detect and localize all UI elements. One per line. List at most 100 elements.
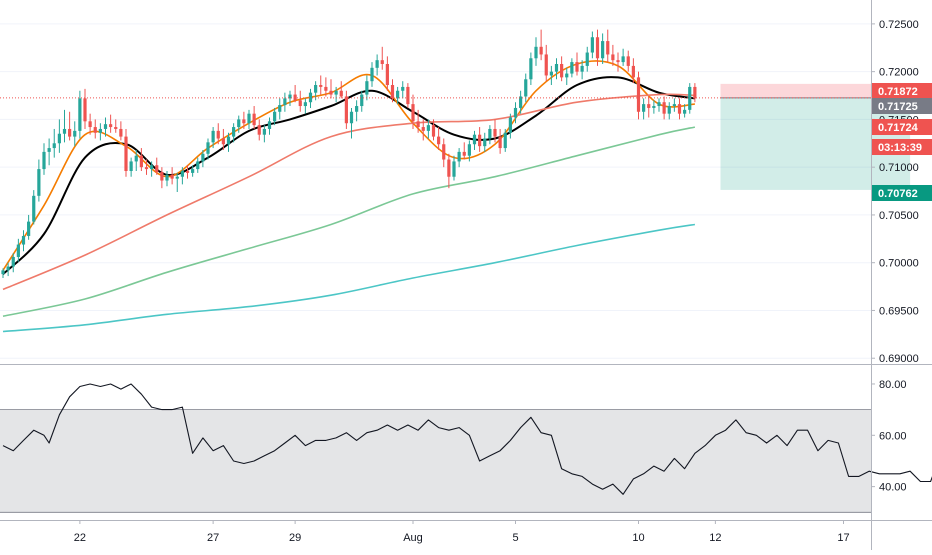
candle[interactable] — [688, 83, 692, 114]
candle[interactable] — [201, 149, 205, 168]
candle[interactable] — [452, 155, 456, 181]
candle[interactable] — [216, 123, 220, 145]
candle[interactable] — [247, 109, 251, 129]
candle[interactable] — [442, 138, 446, 168]
candle[interactable] — [672, 98, 676, 112]
candle[interactable] — [626, 50, 630, 72]
candle[interactable] — [472, 130, 477, 150]
candle[interactable] — [62, 109, 67, 143]
candle[interactable] — [478, 127, 482, 152]
candle[interactable] — [324, 77, 328, 97]
candle[interactable] — [365, 75, 369, 101]
candle[interactable] — [21, 230, 26, 252]
candle[interactable] — [124, 128, 128, 177]
candle[interactable] — [631, 58, 635, 84]
candle[interactable] — [103, 117, 108, 137]
candle[interactable] — [334, 86, 338, 103]
candle[interactable] — [308, 88, 313, 108]
candle[interactable] — [180, 167, 184, 185]
candle[interactable] — [237, 115, 241, 133]
candle[interactable] — [380, 46, 384, 70]
candle[interactable] — [252, 106, 256, 129]
candle[interactable] — [47, 138, 51, 166]
candle[interactable] — [488, 125, 492, 145]
candle[interactable] — [170, 167, 174, 185]
candle[interactable] — [539, 29, 543, 61]
candle[interactable] — [554, 58, 559, 80]
candle[interactable] — [621, 48, 625, 66]
candle[interactable] — [693, 83, 697, 103]
candle[interactable] — [150, 161, 154, 177]
candle[interactable] — [370, 62, 374, 87]
candle[interactable] — [185, 165, 190, 179]
candle[interactable] — [314, 81, 318, 101]
candle[interactable] — [283, 92, 287, 112]
candle[interactable] — [667, 102, 671, 120]
candle[interactable] — [160, 167, 164, 189]
candle[interactable] — [144, 159, 149, 175]
candle[interactable] — [437, 127, 441, 150]
candle[interactable] — [232, 123, 236, 143]
candle[interactable] — [98, 123, 102, 141]
candle[interactable] — [221, 128, 225, 150]
candle[interactable] — [647, 96, 651, 118]
candle[interactable] — [462, 142, 466, 160]
candle[interactable] — [339, 81, 343, 99]
candle[interactable] — [416, 109, 420, 133]
oscillator-axis-ticks[interactable]: 80.00 60.00 40.00 — [871, 379, 907, 494]
candle[interactable] — [57, 119, 61, 153]
candle[interactable] — [175, 172, 179, 193]
candle[interactable] — [662, 96, 666, 120]
candle[interactable] — [42, 143, 46, 175]
candle[interactable] — [329, 79, 333, 99]
candle[interactable] — [401, 81, 405, 99]
candle[interactable] — [134, 149, 138, 171]
candle[interactable] — [411, 94, 415, 129]
candle[interactable] — [191, 165, 195, 177]
candle[interactable] — [467, 140, 471, 162]
candle[interactable] — [513, 102, 518, 124]
candle[interactable] — [6, 262, 10, 277]
candle[interactable] — [344, 90, 348, 129]
candle[interactable] — [390, 79, 395, 103]
candle[interactable] — [196, 157, 200, 173]
candle[interactable] — [278, 98, 282, 120]
candle[interactable] — [549, 65, 553, 86]
candle[interactable] — [683, 104, 687, 118]
candle[interactable] — [165, 170, 169, 187]
candle[interactable] — [421, 119, 425, 141]
candle[interactable] — [88, 113, 92, 135]
candle[interactable] — [360, 90, 364, 112]
candle[interactable] — [11, 253, 15, 273]
price-candles[interactable] — [1, 29, 697, 278]
candle[interactable] — [534, 37, 538, 66]
candle[interactable] — [78, 90, 82, 139]
candle[interactable] — [385, 56, 389, 91]
candle[interactable] — [273, 107, 277, 126]
candle[interactable] — [242, 111, 246, 129]
candle[interactable] — [595, 29, 600, 66]
candle[interactable] — [560, 56, 564, 82]
candle[interactable] — [544, 44, 548, 82]
candle[interactable] — [155, 157, 159, 175]
candle[interactable] — [298, 90, 302, 112]
candle[interactable] — [657, 98, 661, 112]
oscillator-panel[interactable] — [0, 383, 932, 513]
candle[interactable] — [1, 268, 5, 278]
candle[interactable] — [406, 83, 410, 108]
candle[interactable] — [447, 153, 451, 189]
candle[interactable] — [288, 90, 292, 107]
candle[interactable] — [426, 119, 430, 139]
candle[interactable] — [529, 52, 533, 86]
stop-loss-zone[interactable] — [720, 83, 911, 98]
candle[interactable] — [32, 190, 36, 225]
candle[interactable] — [139, 148, 143, 171]
candle[interactable] — [349, 107, 354, 139]
candle[interactable] — [570, 58, 574, 78]
candle[interactable] — [293, 85, 297, 103]
candle[interactable] — [355, 100, 359, 122]
candle[interactable] — [616, 52, 620, 72]
candle[interactable] — [590, 31, 594, 59]
